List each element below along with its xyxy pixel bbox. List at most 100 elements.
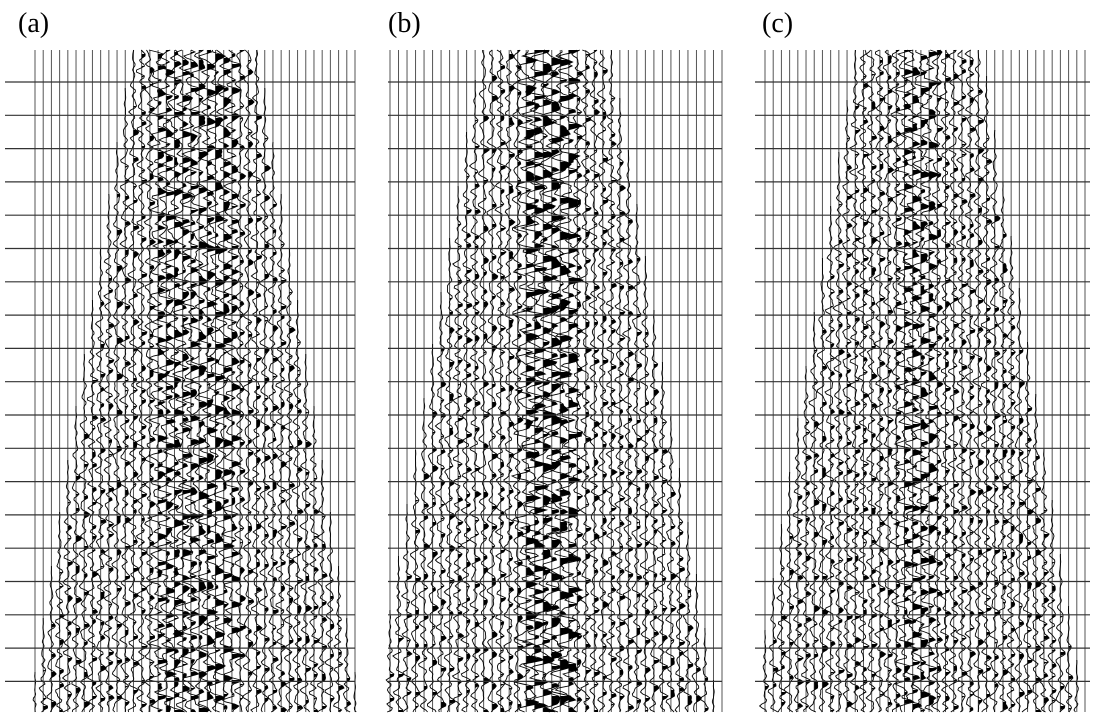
wiggle-trace — [621, 149, 635, 713]
wiggle-trace — [972, 49, 985, 713]
wiggle-trace — [111, 142, 124, 713]
wiggle-trace — [996, 181, 1010, 713]
wiggle-trace — [1073, 659, 1079, 713]
wiggle-trace — [963, 49, 977, 713]
wiggle-trace — [901, 49, 924, 713]
wiggle-fill — [305, 412, 312, 712]
wiggle-fill — [398, 638, 405, 712]
wiggle-fill — [199, 50, 210, 712]
wiggle-trace — [647, 310, 660, 713]
wiggle-fill — [289, 292, 296, 708]
wiggle-fill — [551, 58, 564, 706]
wiggle-trace — [103, 193, 115, 713]
wiggle-trace — [630, 203, 643, 713]
wiggle-fill — [483, 116, 490, 712]
panel-label: (a) — [18, 8, 49, 39]
wiggle-trace — [196, 49, 219, 713]
wiggle-fill — [1011, 302, 1016, 708]
wiggle-fill — [961, 60, 968, 698]
wiggle-trace — [266, 141, 280, 713]
wiggle-fill — [141, 54, 148, 708]
wiggle-fill — [240, 50, 246, 700]
wiggle-fill — [670, 492, 677, 712]
wiggle-fill — [879, 60, 886, 696]
wiggle-trace — [233, 49, 247, 713]
wiggle-trace — [434, 292, 447, 713]
wiggle-trace — [486, 49, 499, 713]
wiggle-trace — [54, 511, 65, 713]
wiggle-fill — [133, 106, 140, 694]
wiggle-fill — [838, 204, 845, 696]
wiggle-trace — [324, 511, 335, 713]
wiggle-trace — [385, 609, 395, 713]
wiggle-trace — [1064, 605, 1074, 713]
wiggle-trace — [783, 471, 795, 713]
wiggle-trace — [86, 299, 99, 713]
wiggle-fill — [577, 50, 583, 702]
seismic-panel — [5, 49, 357, 713]
wiggle-fill — [313, 478, 320, 712]
wiggle-trace — [494, 49, 507, 713]
wiggle-trace — [400, 504, 413, 713]
wiggle-trace — [947, 49, 961, 713]
wiggle-fill — [125, 166, 131, 706]
wiggle-trace — [1013, 288, 1026, 712]
wiggle-trace — [711, 680, 715, 712]
wiggle-trace — [143, 49, 157, 713]
wiggle-fill — [500, 66, 507, 712]
wiggle-trace — [699, 628, 709, 713]
wiggle-trace — [1021, 341, 1034, 713]
wiggle-fill — [182, 60, 193, 712]
wiggle-trace — [767, 577, 779, 713]
wiggle-trace — [881, 49, 895, 713]
wiggle-fill — [338, 620, 344, 712]
wiggle-trace — [135, 49, 149, 713]
wiggle-fill — [679, 522, 686, 692]
wiggle-trace — [451, 185, 465, 713]
wiggle-fill — [994, 216, 1001, 688]
wiggle-fill — [929, 52, 939, 712]
wiggle-trace — [417, 397, 431, 713]
wiggle-fill — [441, 348, 447, 708]
wiggle-trace — [502, 49, 516, 713]
wiggle-fill — [1019, 350, 1025, 698]
wiggle-trace — [94, 247, 108, 713]
wiggle-trace — [939, 49, 952, 713]
wiggle-trace — [909, 49, 932, 713]
wiggle-fill — [830, 276, 836, 712]
wiggle-trace — [955, 49, 969, 713]
wiggle-trace — [220, 49, 244, 713]
wiggle-fill — [806, 422, 812, 708]
wiggle-trace — [674, 468, 687, 713]
wiggle-fill — [100, 302, 107, 702]
wiggle-fill — [158, 54, 168, 712]
wiggle-trace — [426, 344, 440, 713]
wiggle-fill — [149, 68, 156, 704]
wiggle-trace — [587, 49, 601, 713]
wiggle-trace — [353, 671, 357, 713]
wiggle-trace — [848, 49, 862, 713]
wiggle-fill — [978, 90, 984, 704]
wiggle-fill — [814, 350, 820, 690]
wiggle-trace — [596, 49, 609, 713]
wiggle-trace — [1055, 553, 1066, 713]
wiggle-trace — [291, 299, 304, 713]
panel-label: (c) — [762, 8, 793, 39]
wiggle-fill — [896, 50, 902, 708]
seismic-panel — [385, 49, 723, 713]
wiggle-fill — [424, 474, 430, 712]
wiggle-trace — [539, 49, 565, 713]
wiggle-trace — [613, 97, 627, 713]
wiggle-trace — [865, 49, 878, 713]
wiggle-trace — [758, 629, 770, 713]
wiggle-fill — [458, 224, 464, 696]
wiggle-trace — [146, 49, 170, 713]
wiggle-fill — [223, 58, 234, 710]
wiggle-trace — [511, 49, 524, 713]
wiggle-trace — [188, 49, 211, 713]
wiggle-trace — [528, 49, 558, 713]
wiggle-trace — [889, 49, 903, 713]
wiggle-fill — [920, 56, 931, 712]
wiggle-trace — [579, 49, 593, 713]
